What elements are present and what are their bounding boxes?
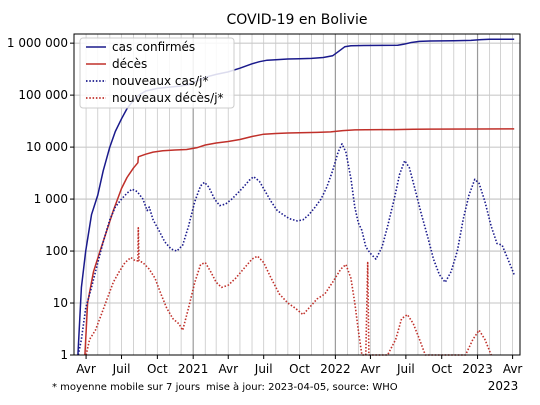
x-tick-label-10: Oct [431, 362, 452, 376]
plot-frame [73, 33, 521, 356]
x-tick-label-1: Juil [112, 362, 131, 376]
x-tick-label-7: 2022 [320, 362, 351, 376]
y-tick-label-0: 1 [60, 348, 68, 362]
chart-title: COVID-19 en Bolivie [226, 12, 367, 28]
legend-box [79, 37, 235, 109]
axis-ticks: 1 10 100 1 000 10 000 100 000 1 000 000 Avr Juil… [7, 36, 523, 376]
x-tick-label-0: Avr [76, 362, 96, 376]
footnote-source: mise à jour: 2023-04-05, source: WHO [206, 381, 398, 393]
legend-label-2: nouveaux cas/j* [112, 74, 209, 88]
y-tick-label-2: 100 [45, 244, 68, 258]
x-tick-label-8: Avr [361, 362, 381, 376]
legend-label-0: cas confirmés [112, 40, 195, 54]
legend-label-3: nouveaux décès/j* [112, 91, 224, 105]
footnote-moving-average: * moyenne mobile sur 7 jours [52, 382, 200, 393]
y-tick-label-5: 100 000 [18, 88, 68, 102]
series-layer [77, 38, 515, 356]
x-tick-label-12: Avr [503, 362, 523, 376]
x-tick-label-4: Avr [218, 362, 238, 376]
x-tick-label-3: 2021 [178, 362, 209, 376]
x-axis-year-label: 2023 [488, 379, 519, 393]
y-tick-label-6: 1 000 000 [7, 36, 68, 50]
y-tick-label-4: 10 000 [26, 140, 68, 154]
legend: cas confirmés décès nouveaux cas/j* nouveau… [79, 37, 235, 109]
x-tick-label-5: Juil [254, 362, 273, 376]
series-line-0 [77, 38, 515, 356]
y-tick-label-1: 10 [53, 296, 68, 310]
series-line-2 [77, 143, 515, 356]
series-line-3 [85, 227, 492, 356]
x-tick-label-6: Oct [289, 362, 310, 376]
series-line-1 [84, 128, 515, 356]
legend-label-1: décès [112, 57, 147, 71]
x-tick-label-11: 2023 [462, 362, 493, 376]
x-tick-label-2: Oct [147, 362, 168, 376]
x-tick-label-9: Juil [396, 362, 415, 376]
y-tick-label-3: 1 000 [34, 192, 68, 206]
